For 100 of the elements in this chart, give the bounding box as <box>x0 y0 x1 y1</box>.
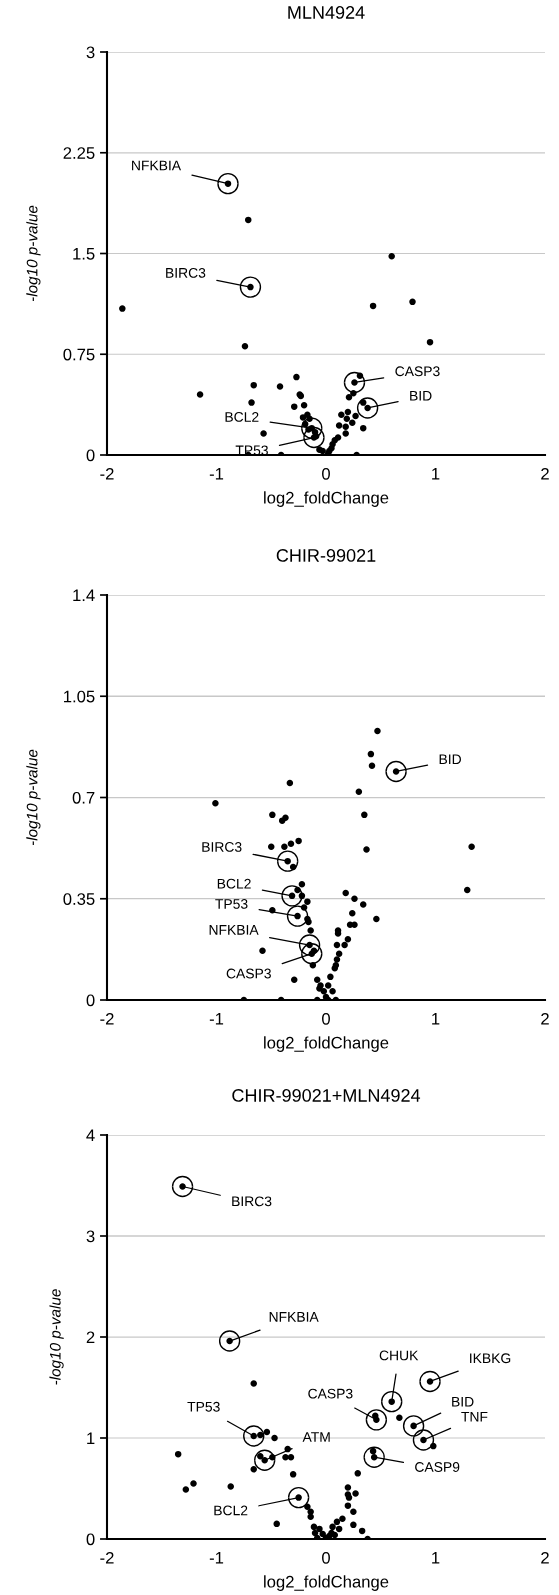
y-tick-label: 3 <box>86 1230 95 1243</box>
y-tick-label: 1.05 <box>64 690 95 703</box>
point <box>182 1486 190 1493</box>
annotation: CASP3 <box>308 1388 353 1399</box>
point <box>287 1453 295 1461</box>
point <box>344 1484 352 1491</box>
point <box>293 373 300 381</box>
point <box>335 422 343 429</box>
annotation: NFKBIA <box>269 1312 319 1322</box>
x-tick-label: 2 <box>541 1551 549 1564</box>
annotation: CHUK <box>379 1350 419 1361</box>
point <box>316 1525 323 1533</box>
point <box>369 302 377 310</box>
annotation: BIRC3 <box>202 842 242 852</box>
point <box>352 1490 359 1497</box>
point <box>307 1508 314 1515</box>
y-tick-label: 4 <box>86 1129 95 1142</box>
point <box>354 1470 362 1477</box>
x-tick-label: 0 <box>322 1551 330 1564</box>
point <box>307 1513 314 1521</box>
point <box>311 1529 319 1537</box>
annotation: BCL2 <box>225 412 259 422</box>
x-tick-label: 1 <box>432 468 440 480</box>
x-tick-label: 2 <box>541 1012 549 1025</box>
point <box>227 1483 234 1490</box>
y-axis-title: -log10 p-value <box>49 1289 64 1385</box>
y-tick-label: 1.4 <box>73 589 95 602</box>
point <box>289 1471 297 1478</box>
point <box>344 1502 352 1509</box>
x-axis-title: log2_foldChange <box>264 1036 389 1052</box>
point <box>241 342 249 350</box>
annotation: ATM <box>302 1432 330 1442</box>
point <box>396 1414 403 1422</box>
point <box>350 1508 357 1515</box>
y-axis-title: -log10 p-value <box>26 205 41 302</box>
annotation: TNF <box>461 1412 488 1422</box>
annotation: NFKBIA <box>209 925 259 935</box>
x-tick-label: 1 <box>432 1013 440 1025</box>
y-tick-label: 1 <box>87 1432 95 1445</box>
point <box>295 1494 302 1501</box>
y-tick-label: 3 <box>86 46 95 59</box>
point <box>409 298 416 306</box>
annotation: IKBKG <box>470 1353 511 1364</box>
annotation: TP53 <box>187 1401 220 1412</box>
point <box>250 1380 257 1387</box>
point <box>351 379 358 386</box>
point <box>260 430 267 437</box>
annotation: BID <box>452 1396 474 1407</box>
point <box>333 1518 341 1526</box>
point <box>250 1466 257 1473</box>
annotation: BCL2 <box>217 878 251 889</box>
x-tick-label: 2 <box>541 467 549 480</box>
point <box>349 419 356 427</box>
point <box>190 1480 197 1487</box>
point <box>174 1450 182 1458</box>
annotation: BCL2 <box>214 1505 248 1516</box>
point <box>350 1521 357 1529</box>
point <box>257 1452 264 1460</box>
chart-title: CHIR-99021 <box>276 549 376 562</box>
point <box>119 305 126 312</box>
annotation: CASP9 <box>415 1462 460 1472</box>
point <box>359 424 367 432</box>
point <box>196 391 204 398</box>
annotation: BID <box>439 754 461 765</box>
x-tick-label: -1 <box>209 1552 224 1564</box>
x-tick-label: -1 <box>209 468 224 480</box>
x-tick-label: 0 <box>322 467 330 480</box>
y-tick-label: 0.7 <box>72 791 95 804</box>
point <box>329 1523 336 1531</box>
point <box>335 1525 343 1533</box>
x-tick-label: -1 <box>209 1013 224 1025</box>
point <box>331 1531 339 1539</box>
point <box>388 252 395 260</box>
annotation: CASP3 <box>226 968 271 979</box>
point <box>426 338 434 346</box>
point <box>248 399 255 406</box>
point <box>358 1527 366 1535</box>
annotation: BIRC3 <box>232 1196 272 1207</box>
chart-title: MLN4924 <box>288 6 365 19</box>
point <box>271 1434 278 1442</box>
y-tick-label: 0 <box>86 449 95 462</box>
x-tick-label: -2 <box>100 1012 114 1025</box>
x-tick-label: -2 <box>100 467 114 480</box>
annotation: TP53 <box>215 899 248 909</box>
x-tick-label: -2 <box>100 1551 114 1564</box>
y-tick-label: 2.25 <box>63 147 95 159</box>
point <box>343 415 351 422</box>
point <box>245 216 252 224</box>
y-tick-label: 0.35 <box>63 893 95 905</box>
x-axis-title: log2_foldChange <box>264 1575 389 1591</box>
annotation: BIRC3 <box>166 267 206 278</box>
point <box>290 403 298 410</box>
point <box>300 402 308 409</box>
point <box>310 1523 318 1531</box>
chart-title: CHIR-99021+MLN4924 <box>232 1089 421 1102</box>
y-tick-label: 0 <box>86 994 95 1007</box>
point <box>282 1453 289 1461</box>
x-tick-label: 0 <box>322 1012 330 1025</box>
annotation: CASP3 <box>395 366 440 377</box>
x-tick-label: 1 <box>432 1552 440 1564</box>
